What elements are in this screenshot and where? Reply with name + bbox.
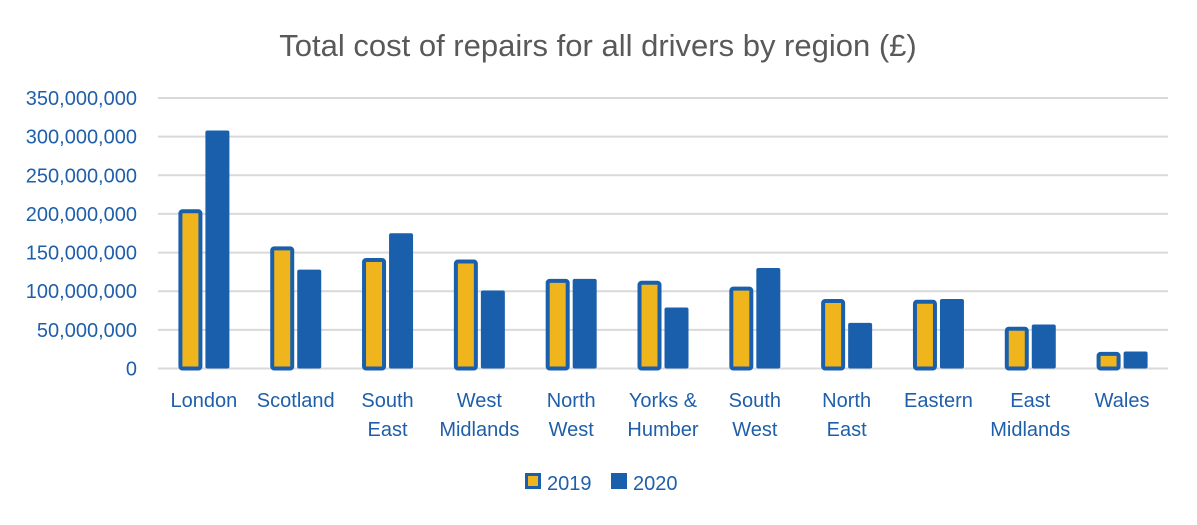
bar-2019: [545, 278, 570, 371]
bar-2019: [821, 298, 846, 371]
bar-2019: [270, 246, 295, 371]
x-tick-label: East: [1010, 390, 1050, 412]
bar-2019: [453, 259, 478, 371]
y-tick-label: 0: [126, 359, 137, 381]
bar-2020: [297, 269, 322, 369]
y-tick-label: 300,000,000: [26, 127, 137, 149]
y-tick-label: 350,000,000: [26, 88, 137, 110]
bar-2019: [1004, 326, 1029, 371]
bar-2020: [1031, 324, 1056, 369]
bar-2020: [939, 298, 964, 369]
legend-label-2019: 2019: [547, 473, 592, 495]
x-tick-label: West: [732, 419, 778, 441]
legend-swatch-2019: [525, 473, 541, 489]
bar-2020: [756, 268, 781, 369]
x-tick-label: South: [361, 390, 413, 412]
y-tick-label: 250,000,000: [26, 165, 137, 187]
bar-2020: [664, 307, 689, 369]
bar-2019: [729, 286, 754, 371]
y-tick-label: 100,000,000: [26, 281, 137, 303]
legend-swatch-2020: [611, 473, 627, 489]
x-tick-label: West: [549, 419, 595, 441]
bar-2020: [1123, 351, 1148, 369]
x-tick-label: Midlands: [439, 419, 519, 441]
x-tick-label: South: [729, 390, 781, 412]
x-tick-label: East: [368, 419, 408, 441]
legend-label-2020: 2020: [633, 473, 678, 495]
x-tick-label: Eastern: [904, 390, 973, 412]
bar-2019: [912, 299, 937, 371]
bar-2019: [1096, 351, 1121, 371]
x-tick-label: Scotland: [257, 390, 335, 412]
chart-title: Total cost of repairs for all drivers by…: [279, 28, 916, 63]
bar-2019: [637, 280, 662, 371]
x-tick-label: London: [171, 390, 238, 412]
x-tick-label: Yorks &: [629, 390, 698, 412]
y-tick-label: 200,000,000: [26, 204, 137, 226]
x-tick-label: East: [827, 419, 867, 441]
x-tick-label: Midlands: [990, 419, 1070, 441]
y-tick-label: 50,000,000: [37, 320, 137, 342]
x-tick-label: North: [822, 390, 871, 412]
x-tick-label: West: [457, 390, 503, 412]
bar-2020: [205, 130, 230, 369]
y-tick-label: 150,000,000: [26, 243, 137, 265]
bar-2020: [480, 290, 505, 369]
bar-2020: [389, 233, 414, 369]
bar-2020: [848, 322, 873, 369]
bar-2019: [178, 209, 203, 371]
bar-2019: [362, 257, 387, 371]
bar-2020: [572, 278, 597, 369]
x-tick-label: North: [547, 390, 596, 412]
x-tick-label: Humber: [627, 419, 698, 441]
x-tick-label: Wales: [1095, 390, 1150, 412]
